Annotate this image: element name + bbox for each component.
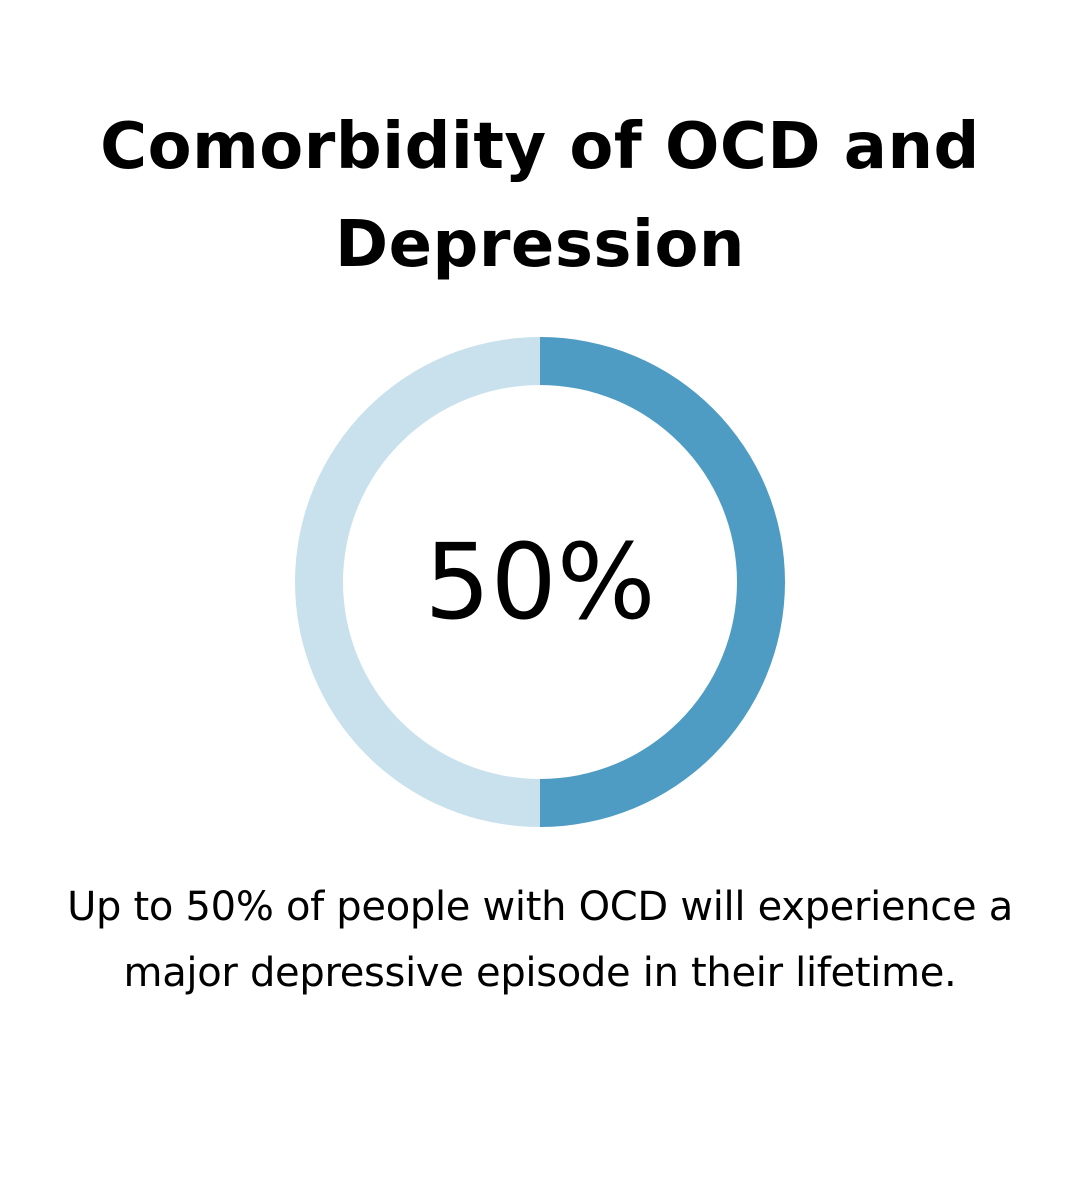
donut-slice-1 [540, 337, 785, 827]
donut-slice-2 [295, 337, 540, 827]
donut-chart: 50% [295, 337, 785, 827]
chart-title: Comorbidity of OCD and Depression [100, 110, 980, 282]
center-percentage-label: 50% [424, 521, 655, 643]
chart-caption: Up to 50% of people with OCD will experi… [67, 884, 1013, 996]
donut-slices [295, 337, 785, 827]
